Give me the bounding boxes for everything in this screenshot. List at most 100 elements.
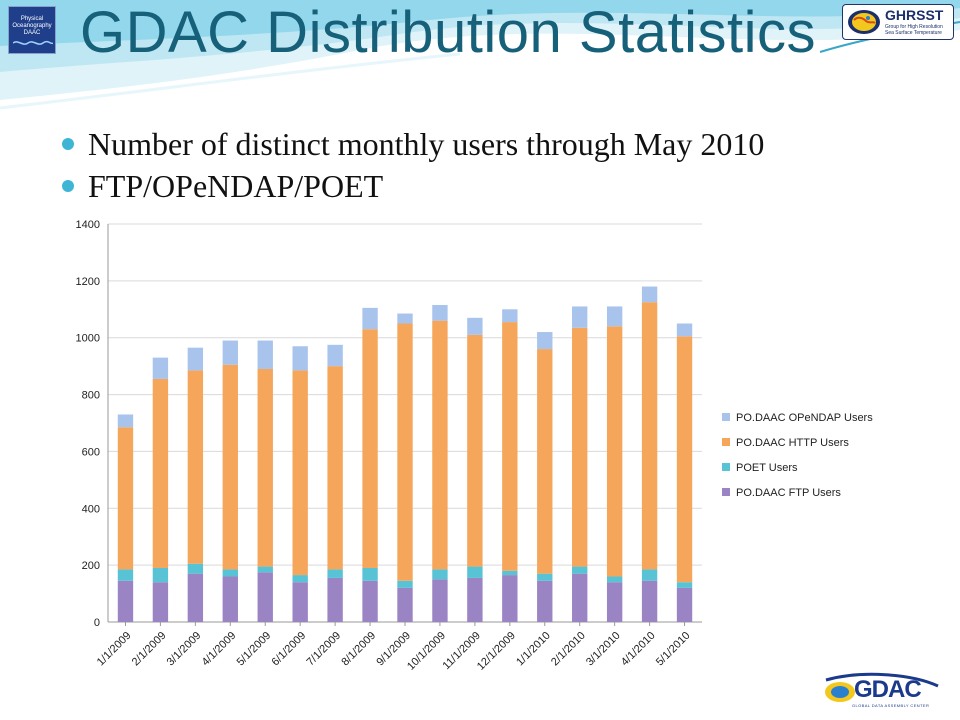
bar-segment [606,576,623,583]
bar-segment [117,569,134,581]
bar-segment [397,580,413,588]
bar-segment [606,582,623,622]
bullet-text: Number of distinct monthly users through… [88,126,765,162]
y-tick-label: 200 [82,560,100,572]
bar-segment [117,580,134,622]
bar-segment [397,313,413,324]
bar-segment [187,370,204,564]
bar-segment [362,307,378,330]
podaac-logo-line-1: Physical [20,16,44,22]
bar-segment [467,577,483,622]
bar-segment [502,575,518,622]
gdac-logo: GDAC GLOBAL DATA ASSEMBLY CENTER [822,672,942,716]
header-wave-art [0,0,960,110]
bar-segment [152,378,169,568]
bar-segment [606,326,623,577]
bar-segment [222,364,238,570]
bar-segment [292,582,308,622]
ghrsst-logo: GHRSST Group for High Resolution Sea Sur… [842,4,954,40]
bar-segment [572,327,588,567]
bullet-text: FTP/OPeNDAP/POET [88,168,384,204]
bar-segment [292,370,308,576]
bar-segment [222,340,238,365]
bar-segment [432,320,448,570]
bar-segment [117,427,134,570]
bar-segment [362,567,378,581]
bar-segment [187,563,204,574]
bar-segment [572,306,588,328]
bar-segment [641,286,658,303]
bullet-dot-icon [62,138,74,150]
podaac-logo-line-2: Oceanography [12,23,52,29]
bullet-item: Number of distinct monthly users through… [62,124,764,166]
bar-segment [432,579,448,622]
legend-label: PO.DAAC HTTP Users [736,437,849,449]
bar-segment [292,346,308,371]
bar-segment [572,573,588,622]
bar-segment [327,569,343,578]
legend-swatch [722,413,730,421]
bullet-list: Number of distinct monthly users through… [62,124,764,208]
y-tick-label: 1200 [76,276,100,288]
bar-segment [187,347,204,371]
bar-segment [432,305,448,321]
bar-segment [537,332,553,350]
bar-segment [117,414,134,428]
podaac-wave-icon [13,40,53,45]
bullet-item: FTP/OPeNDAP/POET [62,166,764,208]
y-tick-label: 0 [94,617,100,629]
bar-segment [327,577,343,622]
bar-segment [606,306,623,327]
bar-segment [502,322,518,571]
podaac-logo: Physical Oceanography DAAC [8,6,56,54]
bullet-dot-icon [62,180,74,192]
bar-segment [327,344,343,367]
ghrsst-tagline: Group for High Resolution Sea Surface Te… [885,24,943,36]
bar-segment [397,587,413,622]
bar-segment [676,582,693,588]
bar-segment [257,340,273,369]
y-tick-label: 1400 [76,219,100,231]
bar-segment [152,357,169,379]
legend-label: PO.DAAC OPeNDAP Users [736,412,873,424]
bar-segment [292,575,308,583]
bar-segment [257,566,273,573]
bar-segment [641,569,658,581]
legend-label: PO.DAAC FTP Users [736,487,841,499]
bar-segment [362,329,378,568]
bar-segment [676,336,693,583]
gdac-swoosh-icon [825,672,939,702]
bar-segment [327,366,343,570]
bar-segment [222,576,238,622]
bar-segment [222,569,238,577]
bar-segment [502,309,518,323]
chart-area: 0 200 400 600 800 1000 1200 1400 1/1/2009 2/1/200… [62,212,888,690]
y-tick-label: 400 [82,503,100,515]
stacked-bar-chart: 02004006008001000120014001/1/20092/1/200… [62,212,888,690]
bar-segment [362,580,378,622]
bar-segment [467,566,483,578]
y-tick-label: 600 [82,446,100,458]
bar-segment [467,317,483,335]
bar-segment [676,323,693,337]
bar-segment [537,580,553,622]
bar-segment [257,572,273,622]
y-tick-label: 1000 [76,333,100,345]
bar-segment [152,582,169,622]
globe-icon [848,10,880,34]
gdac-wordmark: GDAC [854,676,922,703]
podaac-logo-line-3: DAAC [23,30,41,36]
bar-segment [502,570,518,576]
bar-segment [397,323,413,581]
legend-swatch [722,438,730,446]
bar-segment [432,569,448,580]
bar-segment [537,349,553,574]
y-tick-label: 800 [82,390,100,402]
bar-segment [641,580,658,622]
legend-swatch [722,488,730,496]
bar-segment [641,302,658,570]
legend-swatch [722,463,730,471]
bar-segment [676,587,693,622]
bar-segment [572,566,588,574]
